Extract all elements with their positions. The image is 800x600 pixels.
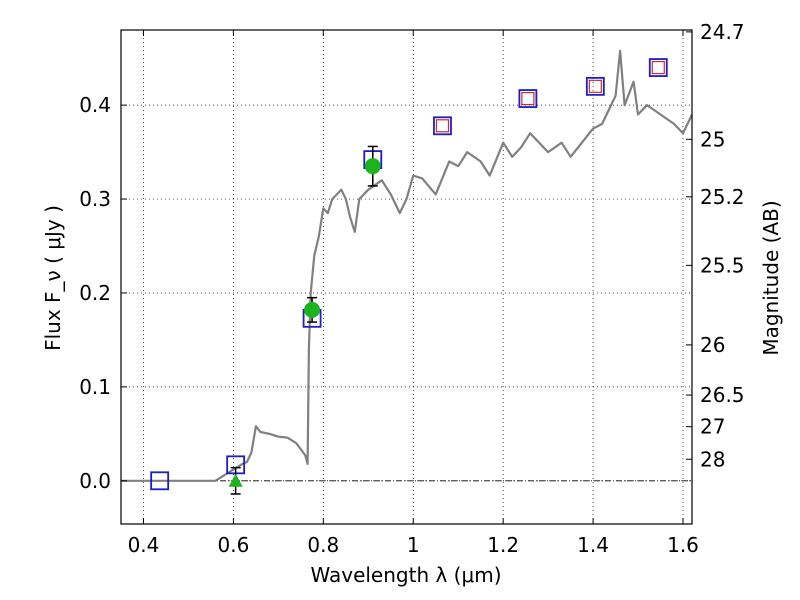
x-axis-label: Wavelength λ (μm) (310, 563, 501, 587)
observed-square-point (433, 116, 452, 136)
measured-circle-point (304, 301, 321, 318)
measured-triangle-point (228, 473, 243, 487)
y-axis-ticks: 0.0 0.1 0.2 0.3 0.4 (79, 93, 127, 493)
x-tick-label: 0.8 (307, 533, 339, 557)
x-tick-label: 0.4 (128, 533, 160, 557)
y-tick-label: 0.0 (79, 469, 111, 493)
right-tick-label: 25.2 (700, 185, 745, 209)
model-spectrum-line (121, 49, 693, 482)
right-axis-ticks: 24.7 25 25.2 25.5 26 26.5 27 28 (686, 20, 745, 471)
model-square-point (521, 91, 535, 106)
axes-frame (120, 29, 693, 525)
measured-circle-point (364, 158, 381, 175)
right-tick-label: 27 (700, 415, 725, 439)
right-axis-label: Magnitude (AB) (759, 200, 783, 355)
y-tick-label: 0.4 (79, 93, 111, 117)
grid (121, 30, 692, 524)
y-axis-label: Flux F_ν ( μJy ) (41, 205, 65, 351)
observed-square-point (648, 58, 668, 77)
observed-square-point (150, 471, 170, 491)
x-tick-label: 1.2 (487, 533, 519, 557)
y-tick-label: 0.1 (79, 375, 111, 399)
observed-square-point (518, 89, 538, 108)
right-tick-label: 26.5 (700, 383, 745, 407)
plot-area (121, 49, 693, 495)
plot-frame (120, 29, 693, 525)
right-tick-label: 26 (700, 333, 725, 357)
model-square-point (588, 79, 602, 93)
observed-square-point (585, 76, 605, 96)
x-tick-label: 1.6 (667, 533, 699, 557)
x-tick-label: 0.6 (217, 533, 249, 557)
right-tick-label: 25.5 (700, 253, 745, 277)
model-square-point (435, 119, 450, 133)
x-tick-label: 1 (407, 533, 420, 557)
y-tick-label: 0.3 (79, 187, 111, 211)
right-tick-label: 25 (700, 127, 725, 151)
model-square-point (651, 60, 665, 75)
right-tick-label: 24.7 (700, 20, 745, 44)
y-tick-label: 0.2 (79, 281, 111, 305)
x-axis-ticks: 0.4 0.6 0.8 1 1.2 1.4 1.6 (128, 30, 699, 557)
x-tick-label: 1.4 (577, 533, 609, 557)
right-tick-label: 28 (700, 447, 725, 471)
